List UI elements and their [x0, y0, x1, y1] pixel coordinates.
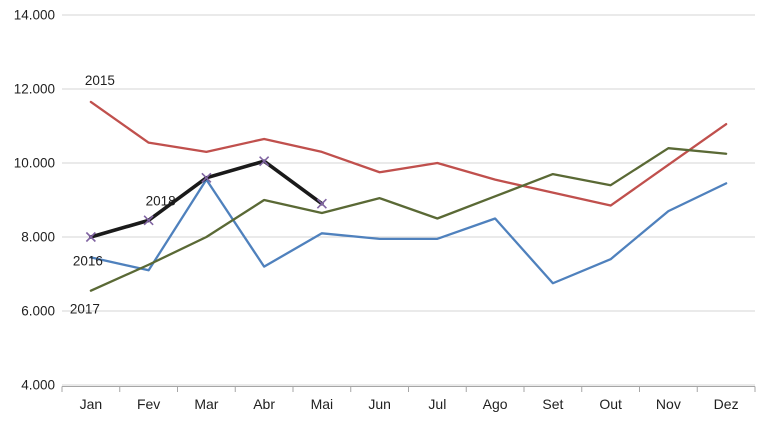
- series-label-2018: 2018: [146, 193, 176, 208]
- series-marker-x-icon: [201, 172, 212, 183]
- x-axis-month-label: Mai: [311, 396, 334, 412]
- x-axis-month-label: Jun: [368, 396, 391, 412]
- series-marker-x-icon: [143, 215, 154, 226]
- series-line-2018: [89, 159, 324, 239]
- series-marker-x-icon: [316, 198, 327, 209]
- x-axis-month-label: Ago: [483, 396, 508, 412]
- series-marker-x-icon: [259, 156, 270, 167]
- x-axis-month-label: Nov: [656, 396, 681, 412]
- y-axis-tick-label: 14.000: [14, 8, 55, 23]
- x-axis-month-label: Out: [599, 396, 622, 412]
- y-axis-tick-label: 10.000: [14, 156, 55, 171]
- series-label-2017: 2017: [70, 302, 100, 317]
- x-axis-month-label: Mar: [194, 396, 218, 412]
- x-axis-month-label: Jul: [428, 396, 446, 412]
- x-axis-month-label: Fev: [137, 396, 160, 412]
- series-label-2015: 2015: [85, 73, 115, 88]
- x-axis-month-label: Set: [542, 396, 563, 412]
- y-axis-tick-label: 4.000: [21, 378, 55, 393]
- y-axis-tick-label: 8.000: [21, 230, 55, 245]
- x-axis-month-label: Jan: [80, 396, 103, 412]
- series-marker-x-icon: [85, 231, 96, 243]
- series-line-2015: [89, 100, 728, 207]
- series-line-2016: [89, 178, 728, 285]
- x-axis-month-label: Abr: [253, 396, 275, 412]
- y-axis-tick-label: 12.000: [14, 82, 55, 97]
- series-line-2017: [89, 147, 728, 292]
- series-label-2016: 2016: [73, 253, 103, 268]
- x-axis-month-label: Dez: [714, 396, 739, 412]
- y-axis-tick-label: 6.000: [21, 304, 55, 319]
